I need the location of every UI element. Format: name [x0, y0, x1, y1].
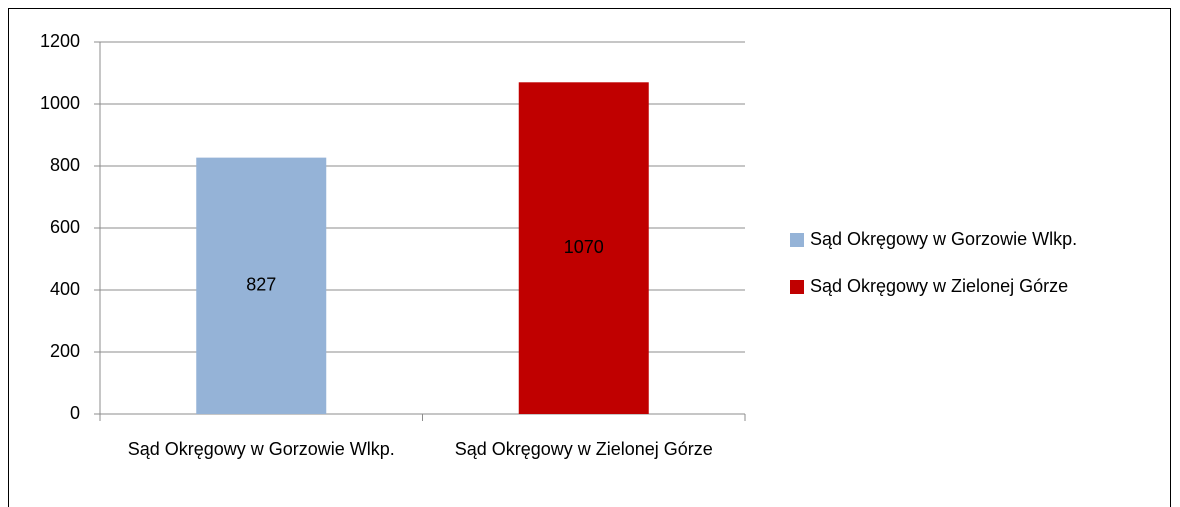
legend-label: Sąd Okręgowy w Zielonej Górze [810, 276, 1068, 296]
y-tick-label: 1000 [40, 93, 80, 113]
x-tick-label: Sąd Okręgowy w Zielonej Górze [454, 439, 713, 459]
bar [518, 82, 649, 415]
y-tick-label: 0 [70, 403, 80, 423]
bar [196, 157, 327, 414]
data-label: 827 [246, 275, 276, 295]
y-tick-label: 600 [50, 217, 80, 237]
legend-label: Sąd Okręgowy w Gorzowie Wlkp. [810, 229, 1077, 249]
legend-swatch [790, 280, 804, 294]
y-tick-label: 1200 [40, 31, 80, 51]
data-label: 1070 [564, 237, 604, 257]
chart-border [8, 8, 1171, 507]
x-tick-label: Sąd Okręgowy w Gorzowie Wlkp. [127, 439, 395, 459]
y-tick-label: 400 [50, 279, 80, 299]
y-tick-label: 200 [50, 341, 80, 361]
y-tick-label: 800 [50, 155, 80, 175]
legend-swatch [790, 233, 804, 247]
